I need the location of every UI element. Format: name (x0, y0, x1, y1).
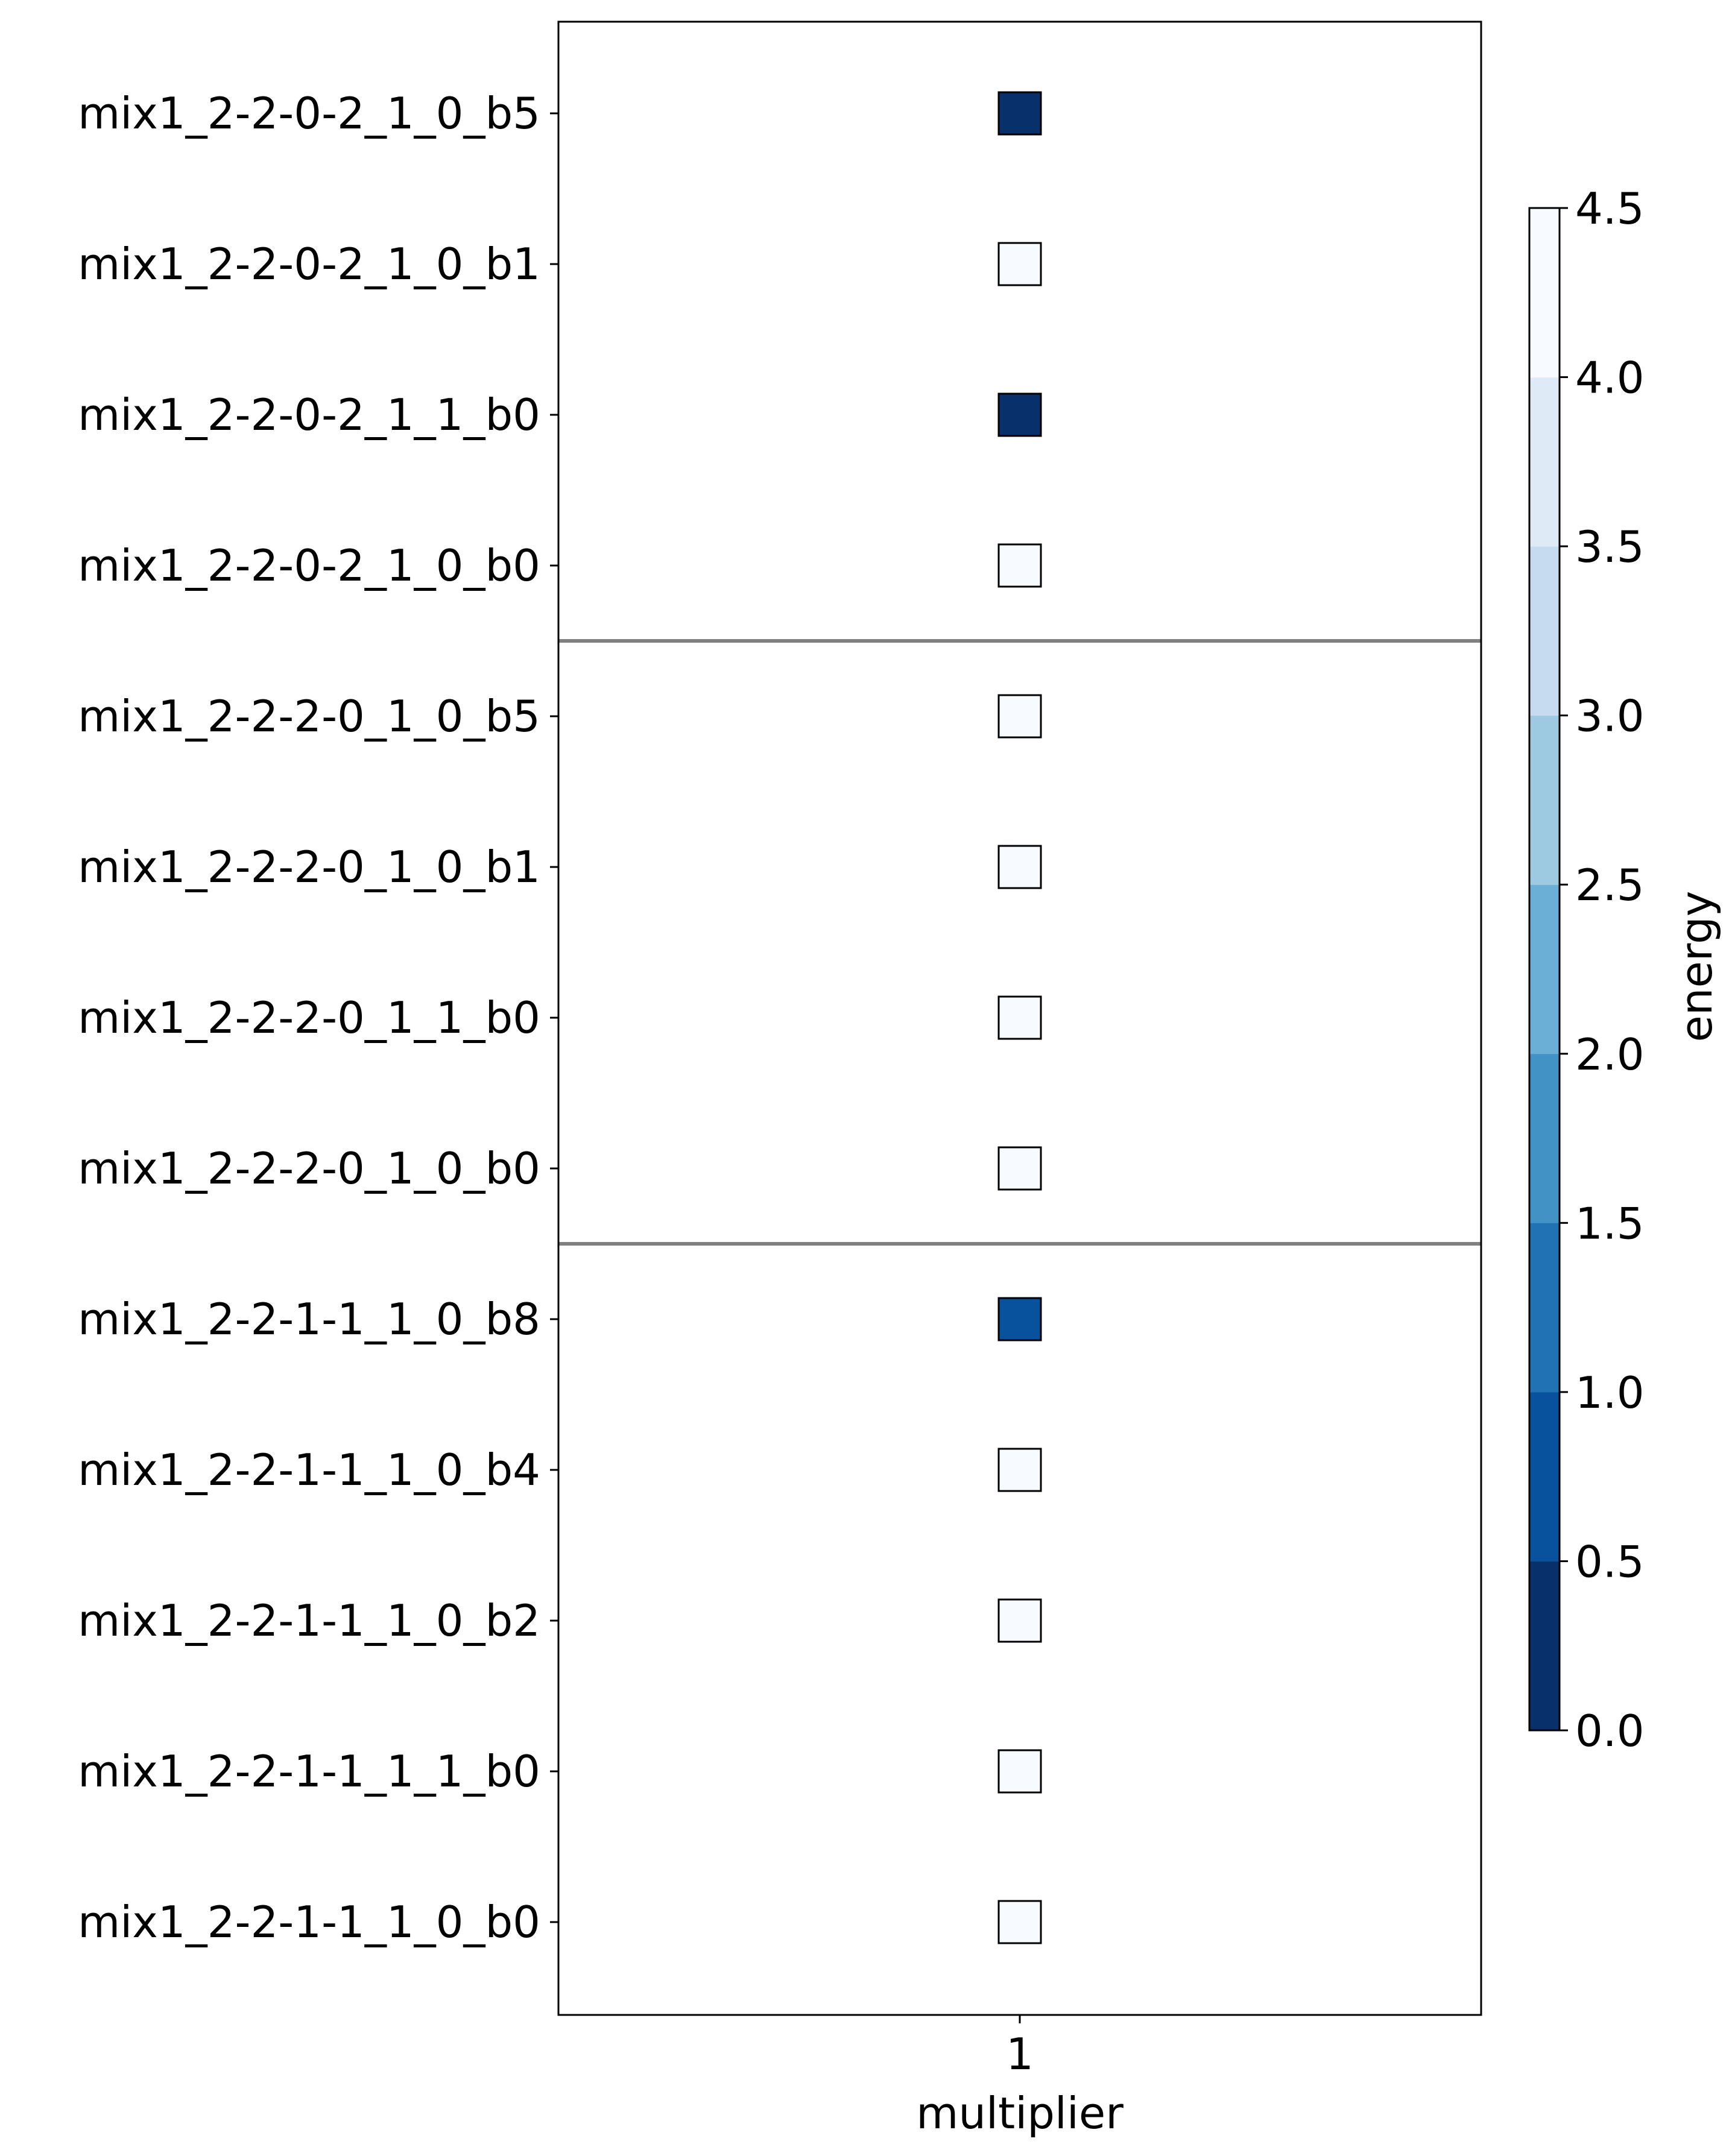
colorbar-band (1529, 1561, 1560, 1731)
heatmap-cell (997, 242, 1042, 286)
colorbar-tick-label: 0.0 (1575, 1706, 1645, 1756)
colorbar-tick-label: 0.5 (1575, 1536, 1645, 1587)
y-tick-label: mix1_2-2-1-1_1_0_b0 (78, 1897, 540, 1947)
heatmap-cell (997, 1900, 1042, 1944)
heatmap-cell (997, 845, 1042, 889)
y-tick-label: mix1_2-2-2-0_1_1_b0 (78, 992, 540, 1043)
x-tick-label: 1 (1006, 2029, 1034, 2079)
heatmap-cell (997, 91, 1042, 136)
y-tick-label: mix1_2-2-0-2_1_0_b0 (78, 540, 540, 591)
heatmap-cell (997, 1297, 1042, 1341)
y-tick-label: mix1_2-2-2-0_1_0_b1 (78, 842, 540, 892)
colorbar-band (1529, 377, 1560, 547)
heatmap-cell (997, 1146, 1042, 1191)
heatmap-cell (997, 543, 1042, 588)
colorbar-tick-label: 3.0 (1575, 691, 1645, 742)
colorbar: 0.0 0.5 1.0 1.5 2.0 2.5 3.0 3.5 4.0 4.5 (1528, 183, 1645, 1756)
colorbar-band (1529, 884, 1560, 1054)
colorbar-tick-label: 3.5 (1575, 522, 1645, 572)
y-tick-label: mix1_2-2-0-2_1_0_b1 (78, 239, 540, 289)
colorbar-tick-label: 4.5 (1575, 183, 1645, 234)
group-separators (558, 639, 1481, 1246)
heatmap-cell (997, 694, 1042, 739)
y-tick-label: mix1_2-2-2-0_1_0_b0 (78, 1143, 540, 1194)
y-tick-label: mix1_2-2-1-1_1_0_b8 (78, 1294, 540, 1344)
colorbar-band (1529, 1223, 1560, 1393)
y-tick-label: mix1_2-2-1-1_1_0_b4 (78, 1445, 540, 1495)
colorbar-tick-label: 4.0 (1575, 353, 1645, 403)
x-axis-label: multiplier (916, 2088, 1124, 2139)
heatmap-cell (997, 392, 1042, 437)
heatmap-cells (997, 91, 1042, 1944)
colorbar-band (1529, 715, 1560, 885)
y-tick-label: mix1_2-2-0-2_1_1_b0 (78, 389, 540, 440)
heatmap-cell (997, 1749, 1042, 1794)
y-tick-label: mix1_2-2-1-1_1_1_b0 (78, 1746, 540, 1797)
heatmap-cell (997, 1448, 1042, 1492)
colorbar-tick-label: 1.0 (1575, 1367, 1645, 1418)
colorbar-band (1529, 1392, 1560, 1562)
colorbar-band (1529, 1053, 1560, 1223)
colorbar-label: energy (1671, 891, 1722, 1042)
y-axis: mix1_2-2-0-2_1_0_b5 mix1_2-2-0-2_1_0_b1mi… (78, 88, 558, 1947)
colorbar-band (1529, 546, 1560, 716)
colorbar-tick-label: 2.0 (1575, 1029, 1645, 1080)
y-tick-label: mix1_2-2-0-2_1_0_b5 (78, 88, 540, 139)
y-tick-label: mix1_2-2-1-1_1_0_b2 (78, 1595, 540, 1646)
colorbar-tick-label: 1.5 (1575, 1198, 1645, 1249)
colorbar-tick-label: 2.5 (1575, 860, 1645, 910)
heatmap-cell (997, 995, 1042, 1040)
colorbar-band (1529, 208, 1560, 378)
colorbar-frame (1528, 207, 1561, 1732)
x-axis: 1 (1006, 2015, 1034, 2079)
heatmap-cell (997, 1598, 1042, 1643)
y-tick-label: mix1_2-2-2-0_1_0_b5 (78, 691, 540, 742)
